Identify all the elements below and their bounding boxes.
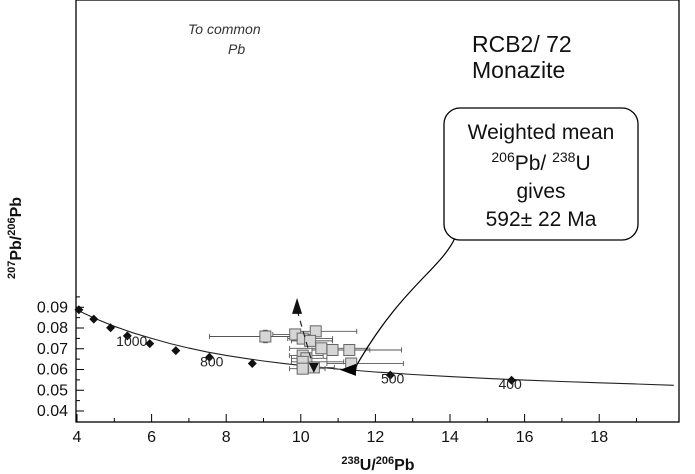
y-tick-label: 0.07: [37, 341, 68, 358]
callout-line-1: Weighted mean: [468, 121, 615, 144]
concordia-marker: [247, 358, 257, 368]
age-label: 1000: [116, 333, 147, 349]
common-pb-arrow: [292, 297, 319, 373]
concordia-marker: [106, 323, 116, 333]
data-point: [259, 330, 272, 343]
intercept-marker: [308, 362, 319, 373]
x-tick-label: 6: [147, 429, 156, 446]
data-point: [296, 362, 309, 375]
y-axis-label: 207Pb/206Pb: [6, 197, 25, 279]
age-label: 500: [381, 371, 405, 387]
concordia-marker: [145, 339, 155, 349]
concordia-marker: [74, 305, 84, 315]
x-axis-label: 238U/206Pb: [341, 455, 414, 474]
x-tick-label: 4: [73, 429, 82, 446]
plot-frame: [75, 0, 680, 423]
sample-name: RCB2/ 72: [472, 31, 572, 57]
age-label: 800: [200, 353, 224, 369]
x-tick-label: 14: [441, 429, 459, 446]
y-tick-label: 0.08: [37, 320, 68, 337]
callout-line-3: gives: [516, 180, 565, 203]
common-pb-label-line1: To common: [188, 21, 261, 37]
concordia-marker: [385, 370, 395, 380]
x-tick-label: 18: [590, 429, 608, 446]
concordia-marker: [204, 352, 214, 362]
tick-marks: [76, 296, 637, 422]
callout-line-2: 206Pb/ 238U: [491, 149, 590, 175]
common-pb-arrowhead: [292, 297, 303, 314]
x-tick-label: 10: [292, 429, 310, 446]
data-point: [343, 343, 356, 356]
concordia-markers: [74, 305, 517, 385]
concordia-marker: [122, 331, 132, 341]
callout-box: [443, 107, 639, 241]
concordia-marker: [507, 375, 517, 385]
y-tick-label: 0.05: [37, 382, 68, 399]
x-tick-labels: 4 6 8 10 12 14 16 18: [73, 429, 609, 446]
age-labels: 1000 800 500 400: [116, 333, 522, 392]
concordia-curve: [76, 309, 674, 386]
x-tick-label: 16: [516, 429, 534, 446]
y-tick-label: 0.09: [37, 299, 68, 316]
weighted-mean-callout: Weighted mean 206Pb/ 238U gives 592± 22 …: [339, 107, 639, 376]
age-label: 400: [498, 376, 522, 392]
callout-line-4: 592± 22 Ma: [486, 208, 597, 231]
x-tick-label: 8: [222, 429, 231, 446]
y-tick-label: 0.04: [37, 403, 68, 420]
common-pb-label-line2: Pb: [228, 41, 245, 57]
y-tick-labels: 0.04 0.05 0.06 0.07 0.08 0.09: [37, 299, 68, 420]
concordia-marker: [171, 346, 181, 356]
callout-tail: [353, 237, 456, 371]
concordia-marker: [89, 314, 99, 324]
callout-arrowhead: [339, 363, 356, 376]
mineral-name: Monazite: [472, 57, 565, 83]
data-point: [326, 343, 339, 356]
data-point: [304, 334, 317, 347]
y-tick-label: 0.06: [37, 362, 68, 379]
data-point: [315, 342, 328, 355]
x-tick-label: 12: [367, 429, 385, 446]
